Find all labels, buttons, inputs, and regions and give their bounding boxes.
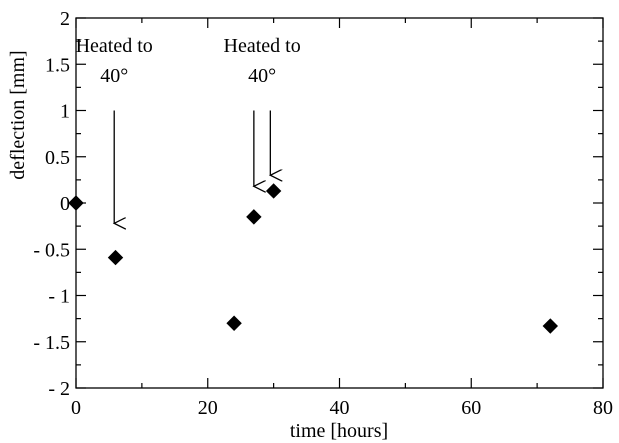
y-axis-label: deflection [mm] — [7, 50, 29, 179]
plot-frame — [75, 17, 604, 389]
x-tick-label: 20 — [198, 397, 218, 419]
x-axis-label: time [hours] — [290, 420, 388, 442]
y-tick-label: 0.5 — [45, 147, 70, 169]
x-tick-label: 40 — [330, 397, 350, 419]
data-points — [68, 183, 559, 334]
y-tick-label: 1.5 — [45, 54, 70, 76]
y-tick-label: 2 — [60, 8, 70, 30]
y-tick-label: - 2 — [48, 378, 70, 400]
annotation-text: 40° — [100, 65, 128, 87]
x-axis-ticks: 0 20 40 60 80 — [71, 18, 613, 419]
x-tick-label: 80 — [593, 397, 613, 419]
annotation-text: Heated to — [76, 35, 153, 57]
x-tick-label: 60 — [461, 397, 481, 419]
data-point — [68, 195, 84, 211]
x-tick-label: 0 — [71, 397, 81, 419]
annotation-text: 40° — [248, 65, 276, 87]
y-axis-ticks: - 2 - 1.5 - 1 - 0.5 0 0.5 1 1.5 2 — [33, 8, 603, 400]
y-tick-label: 1 — [60, 101, 70, 123]
annotation-text: Heated to — [224, 35, 301, 57]
data-point — [246, 209, 262, 225]
data-point — [226, 315, 242, 331]
annotations: Heated to 40° Heated to 40° — [76, 35, 301, 223]
y-tick-label: - 1 — [48, 286, 70, 308]
data-point — [542, 318, 559, 334]
y-tick-label: - 0.5 — [33, 239, 70, 261]
y-tick-label: 0 — [60, 193, 70, 215]
data-point — [265, 183, 282, 199]
y-tick-label: - 1.5 — [33, 332, 70, 354]
data-point — [107, 249, 124, 266]
